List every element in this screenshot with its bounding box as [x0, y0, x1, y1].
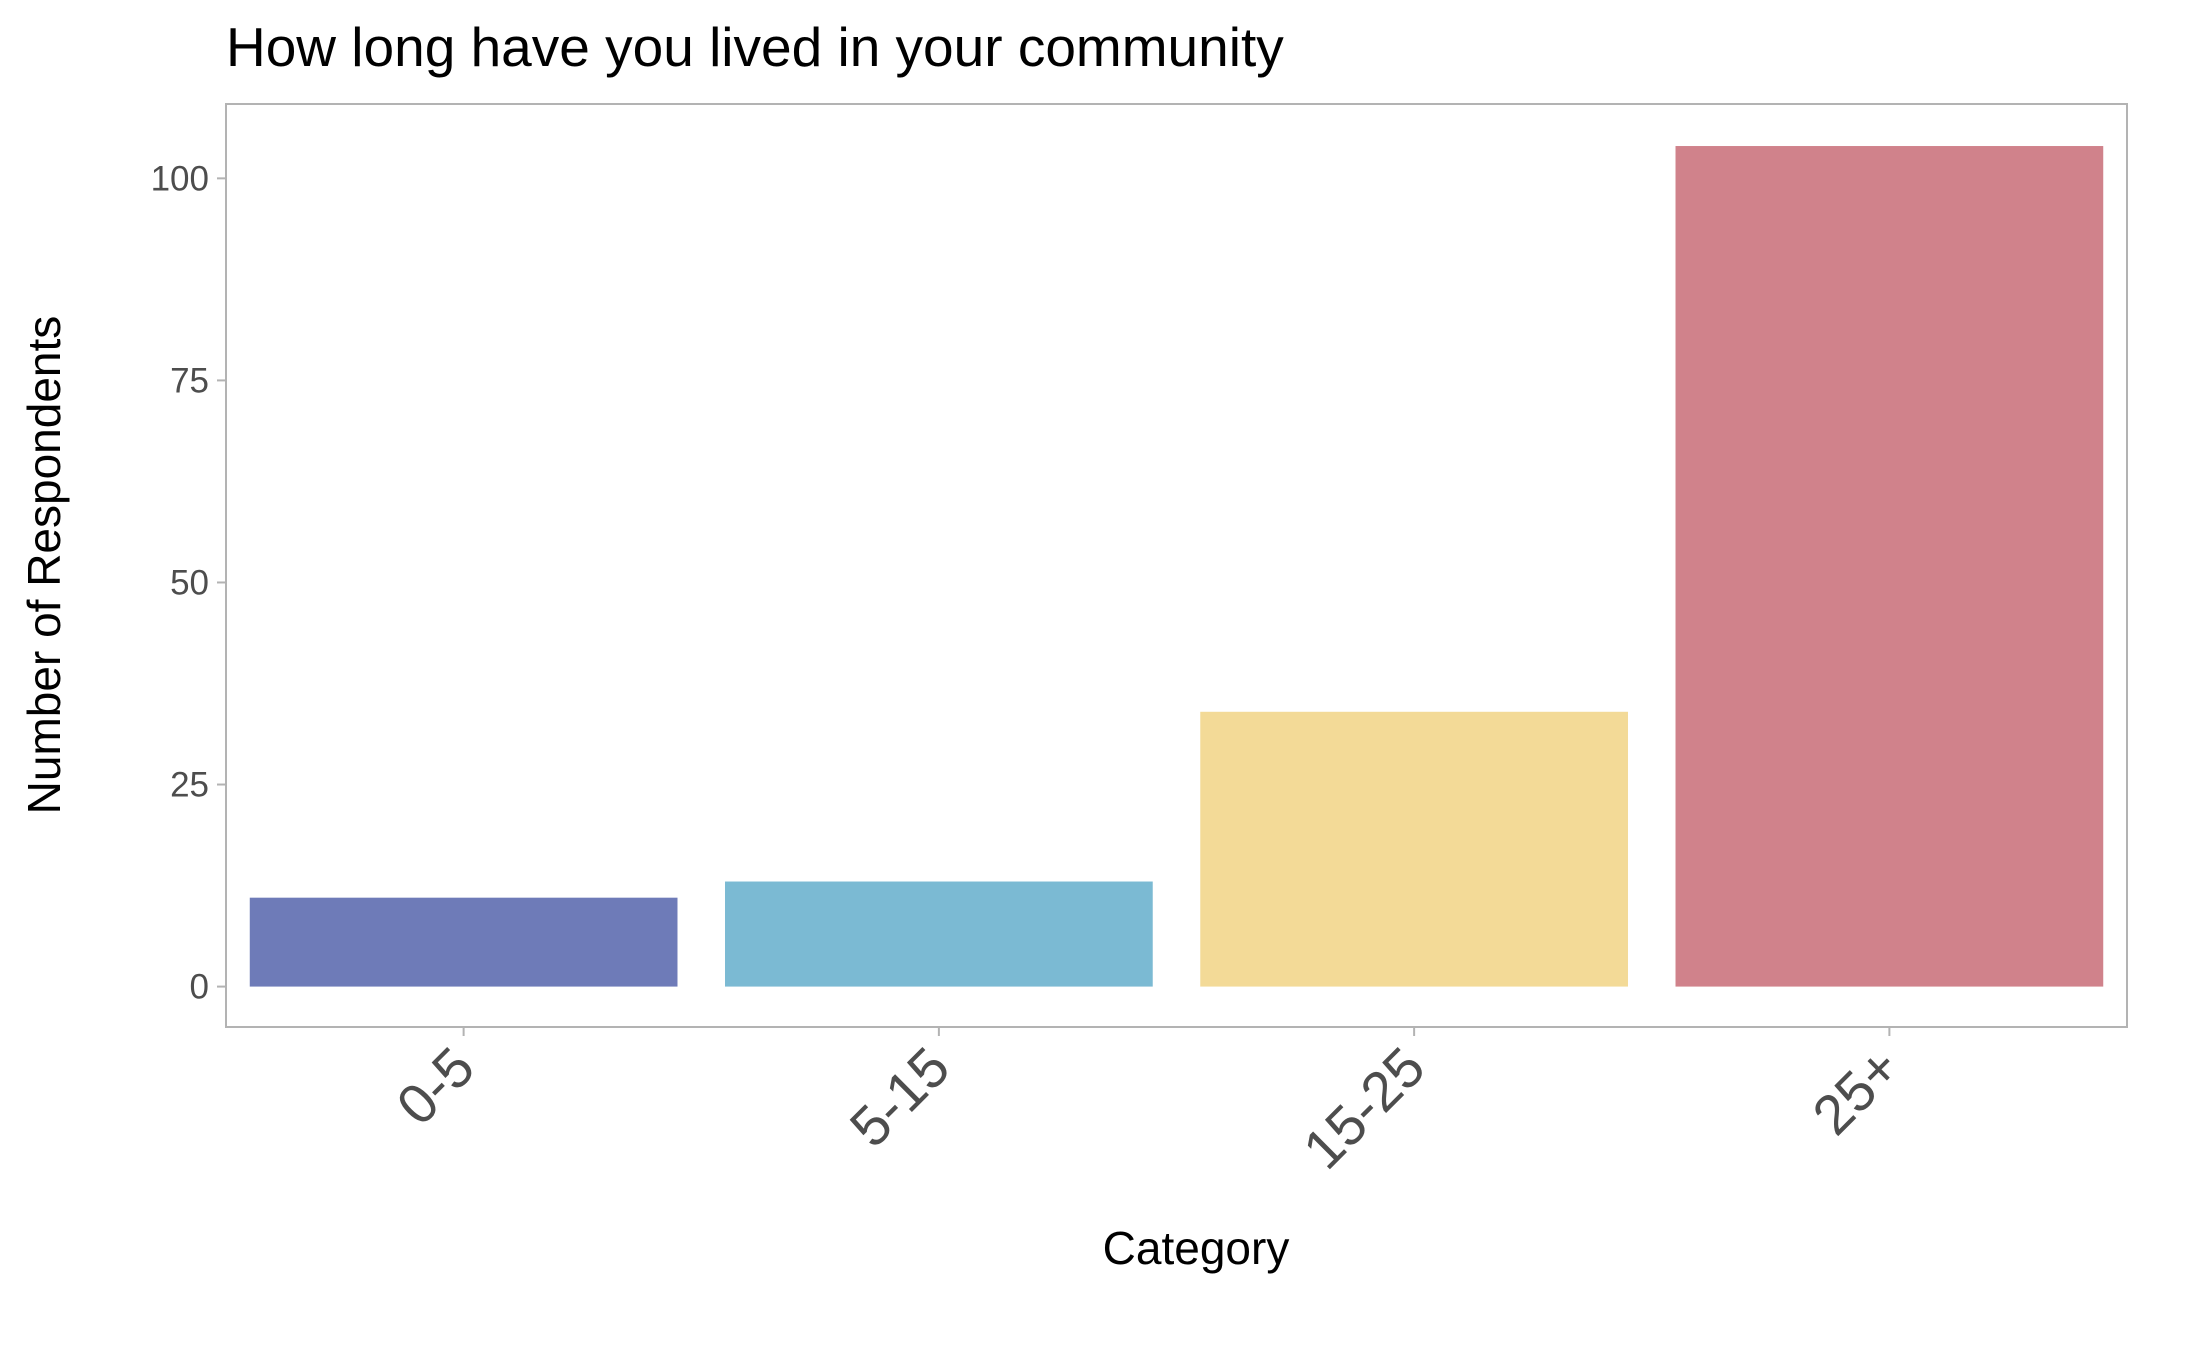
bar-25+: [1675, 146, 2104, 987]
y-axis: 0 25 50 75 100: [151, 159, 226, 1007]
y-axis-title: Number of Respondents: [18, 316, 70, 815]
y-tick-label-25: 25: [170, 766, 209, 805]
x-axis-title: Category: [1103, 1222, 1290, 1274]
bars-group: [249, 146, 2104, 987]
x-tick-label-5-15: 5-15: [838, 1035, 962, 1159]
x-tick-label-25+: 25+: [1800, 1035, 1912, 1147]
y-tick-label-0: 0: [190, 968, 209, 1007]
x-axis: 0-5 5-15 15-25 25+: [384, 1027, 1912, 1181]
x-tick-label-0-5: 0-5: [384, 1035, 486, 1137]
panel-border: [225, 103, 2128, 1028]
bar-15-25: [1200, 711, 1628, 987]
y-tick-label-100: 100: [151, 159, 209, 198]
y-tick-label-75: 75: [170, 361, 209, 400]
y-tick-label-50: 50: [170, 563, 209, 602]
x-tick-label-15-25: 15-25: [1291, 1035, 1437, 1181]
bar-0-5: [249, 897, 678, 987]
bar-5-15: [725, 881, 1153, 987]
chart-title: How long have you lived in your communit…: [226, 16, 1284, 78]
